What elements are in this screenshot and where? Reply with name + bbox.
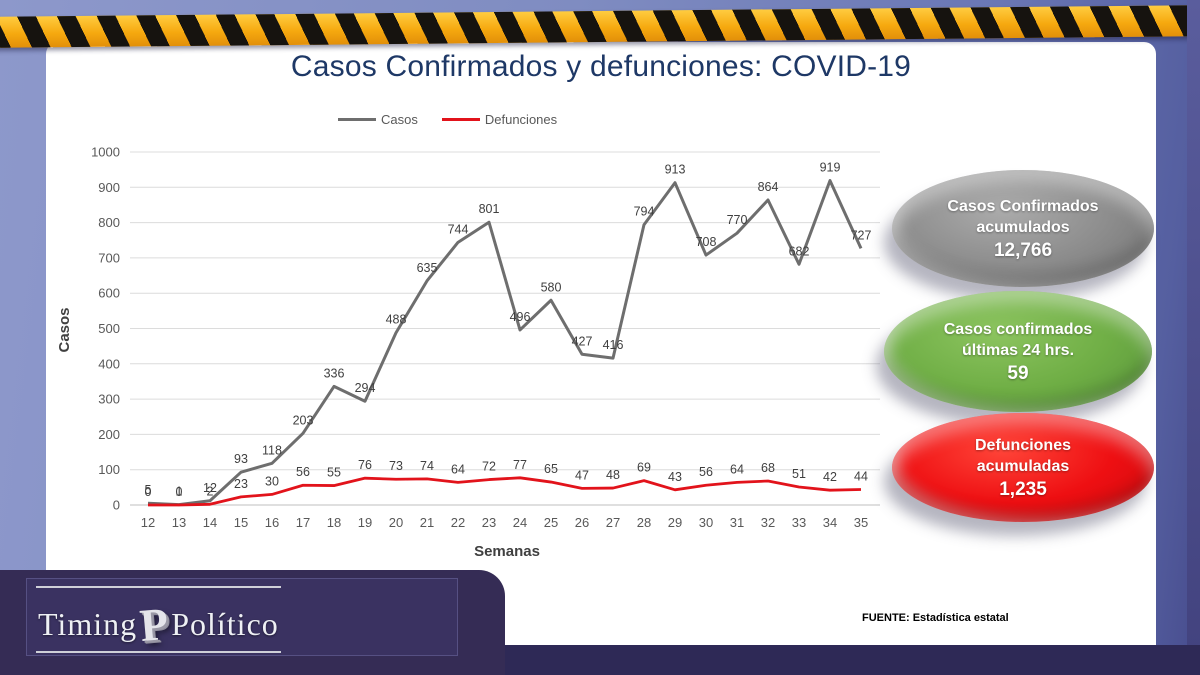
legend-item-defunciones: Defunciones [441, 112, 558, 127]
source-note: FUENTE: Estadística estatal [862, 612, 1009, 624]
logo-p-monogram: P [137, 597, 171, 652]
badge-line: Defunciones [974, 436, 1071, 454]
badge-value: 59 [1007, 362, 1029, 384]
right-edge-shade [1187, 0, 1200, 675]
legend-label-casos: Casos [381, 112, 418, 127]
defunciones-line-swatch [441, 118, 480, 121]
badge-line: acumuladas [976, 457, 1070, 475]
badge-deaths-total: Defunciones acumuladas 1,235 [892, 413, 1154, 522]
badge-value: 1,235 [999, 478, 1047, 500]
badge-line: Casos confirmados [943, 320, 1093, 338]
badge-line: últimas 24 hrs. [961, 341, 1075, 359]
legend-item-casos: Casos [338, 112, 418, 127]
logo-word-politico: Político [171, 606, 279, 642]
badge-value: 12,766 [993, 239, 1053, 261]
logo-plate [26, 578, 458, 656]
badge-confirmed-total: Casos Confirmados acumulados 12,766 [892, 170, 1154, 287]
chart-legend: Casos Defunciones [338, 112, 573, 127]
casos-line-swatch [338, 118, 376, 121]
logo-word-timing: Timing [38, 606, 138, 642]
badge-confirmed-24h: Casos confirmados últimas 24 hrs. 59 [884, 291, 1152, 412]
legend-label-defunciones: Defunciones [484, 112, 558, 127]
timing-politico-logo: Timing P Político [36, 586, 281, 653]
badge-line: acumulados [976, 218, 1070, 236]
badge-line: Casos Confirmados [947, 197, 1099, 215]
chart-title: Casos Confirmados y defunciones: COVID-1… [290, 50, 912, 83]
